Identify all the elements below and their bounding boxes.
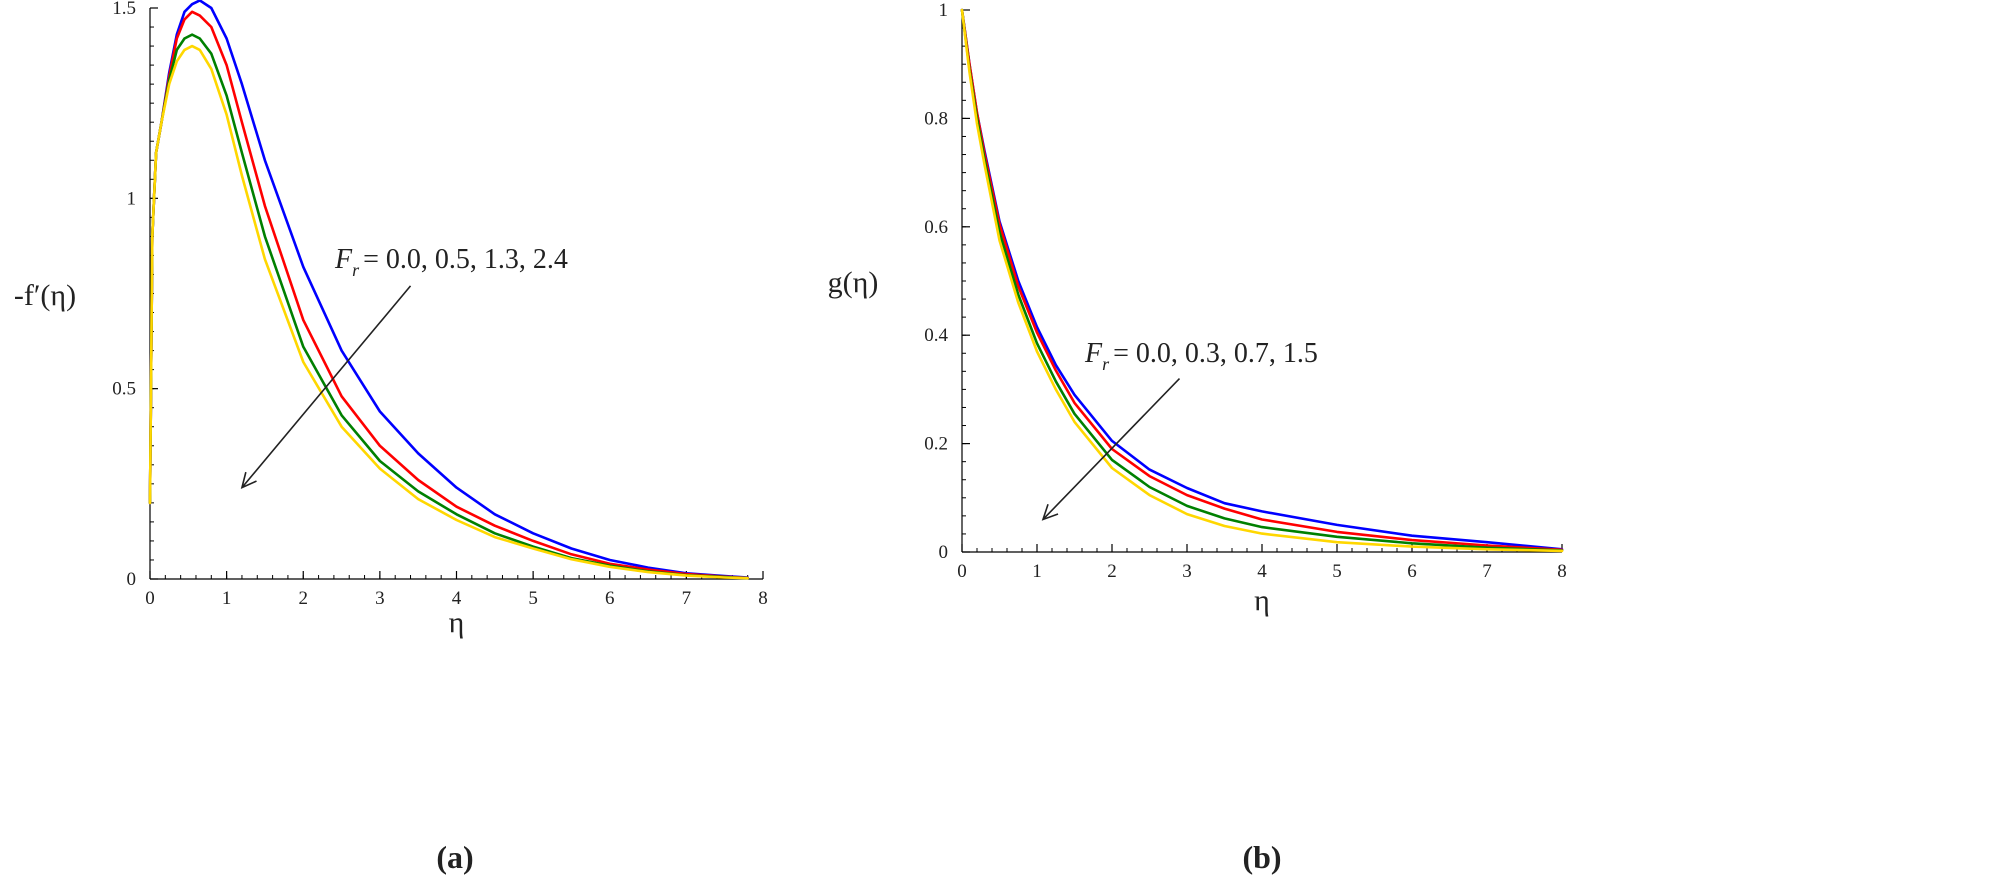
annotation-values: = 0.0, 0.5, 1.3, 2.4: [363, 244, 568, 275]
x-axis-label: η: [449, 606, 465, 639]
y-tick-label: 0.6: [924, 217, 948, 238]
parameter-annotation: Fr = 0.0, 0.5, 1.3, 2.4: [334, 244, 568, 280]
y-axis-label: g(η): [828, 266, 879, 299]
trend-arrow-line: [241, 285, 412, 489]
x-tick-label: 6: [1407, 561, 1417, 582]
trend-arrow-line: [1042, 378, 1181, 521]
x-tick-label: 7: [682, 588, 692, 609]
panel-label: (b): [1242, 839, 1281, 875]
y-tick-label: 1: [939, 0, 949, 21]
x-tick-label: 8: [1557, 561, 1567, 582]
x-tick-label: 2: [299, 588, 309, 609]
x-tick-label: 5: [1332, 561, 1342, 582]
x-tick-label: 2: [1107, 561, 1117, 582]
series-line-3: [960, 8, 1564, 552]
annotation-subscript: r: [352, 260, 360, 280]
panel-label: (a): [436, 839, 473, 875]
trend-arrow-head: [240, 471, 257, 490]
x-tick-label: 5: [528, 588, 538, 609]
panel-a: 0 1 2 3 4 5 6 7 8 0 0.5 1 1.5 Fr = 0.0, 0.5, 1.3, 2.4 -…: [14, 0, 768, 875]
y-tick-label: 0: [939, 542, 949, 563]
series-line-2: [960, 8, 1564, 552]
annotation-values: = 0.0, 0.3, 0.7, 1.5: [1113, 338, 1318, 369]
x-tick-label: 7: [1482, 561, 1492, 582]
y-axis-label: -f′(η): [14, 279, 76, 312]
x-tick-label: 6: [605, 588, 615, 609]
x-tick-label: 3: [375, 588, 385, 609]
series-line-1: [960, 8, 1564, 551]
x-tick-label: 0: [957, 561, 967, 582]
annotation-subscript: r: [1102, 354, 1110, 374]
parameter-annotation: Fr = 0.0, 0.3, 0.7, 1.5: [1084, 338, 1318, 374]
x-tick-label: 1: [1032, 561, 1042, 582]
y-tick-label: 1: [127, 188, 137, 209]
x-tick-label: 3: [1182, 561, 1192, 582]
series-line-4: [960, 8, 1564, 553]
x-tick-label: 4: [452, 588, 462, 609]
series-line-4: [148, 44, 749, 580]
panel-b: 0 1 2 3 4 5 6 7 8 0 0.2 0.4 0.6 0.8 1 Fr = 0.0, 0.3, 0.7…: [828, 0, 1567, 875]
x-tick-label: 8: [758, 588, 768, 609]
x-tick-label: 1: [222, 588, 232, 609]
y-tick-label: 0: [127, 569, 137, 590]
annotation-var: F: [334, 244, 353, 275]
trend-arrow-head: [1041, 504, 1059, 521]
series-line-1: [148, 0, 749, 579]
x-tick-label: 4: [1257, 561, 1267, 582]
x-axis-label: η: [1254, 584, 1270, 617]
y-tick-label: 0.4: [924, 325, 948, 346]
annotation-var: F: [1084, 338, 1103, 369]
series-line-2: [148, 10, 749, 580]
y-tick-label: 0.8: [924, 108, 948, 129]
y-tick-label: 1.5: [112, 0, 136, 19]
y-tick-label: 0.5: [112, 379, 136, 400]
x-tick-label: 0: [145, 588, 155, 609]
y-tick-label: 0.2: [924, 434, 948, 455]
